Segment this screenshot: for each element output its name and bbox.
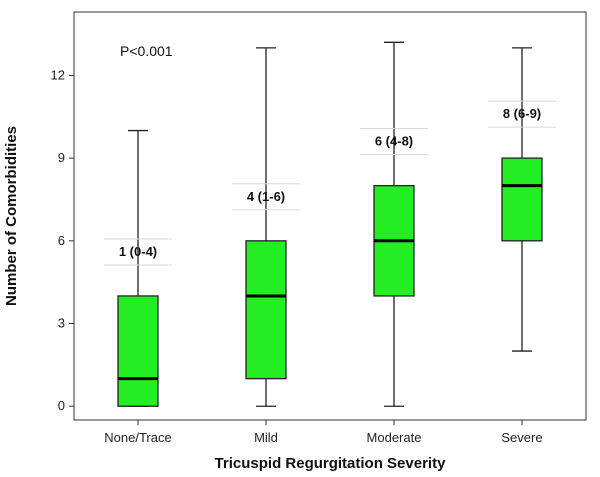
x-axis: None/Trace Mild Moderate Severe bbox=[104, 420, 543, 445]
x-tick-label: Moderate bbox=[367, 430, 422, 445]
box-3: 8 (6-9) bbox=[488, 47, 556, 352]
box-0: 1 (0-4) bbox=[104, 129, 172, 407]
y-tick-label: 12 bbox=[51, 67, 65, 82]
x-tick-label: Severe bbox=[501, 430, 542, 445]
y-tick-label: 0 bbox=[58, 398, 65, 413]
iqr-box bbox=[501, 157, 543, 242]
box-1: 4 (1-6) bbox=[232, 47, 300, 407]
x-tick-label: Mild bbox=[254, 430, 278, 445]
box-data-label: 6 (4-8) bbox=[375, 134, 413, 149]
y-tick-label: 9 bbox=[58, 150, 65, 165]
y-axis: 0 3 6 9 12 bbox=[51, 67, 74, 413]
y-tick-label: 6 bbox=[58, 233, 65, 248]
box-data-label: 1 (0-4) bbox=[119, 244, 157, 259]
y-tick-label: 3 bbox=[58, 316, 65, 331]
y-axis-title: Number of Comorbidities bbox=[3, 126, 20, 306]
box-series: 1 (0-4) 4 (1-6) 6 (4-8) 8 (6-9) bbox=[104, 41, 556, 407]
p-value-annotation: P<0.001 bbox=[120, 43, 173, 59]
x-axis-title: Tricuspid Regurgitation Severity bbox=[215, 455, 447, 472]
x-tick-label: None/Trace bbox=[104, 430, 171, 445]
iqr-box bbox=[117, 295, 159, 407]
iqr-box bbox=[245, 240, 287, 380]
box-2: 6 (4-8) bbox=[360, 41, 428, 407]
box-data-label: 4 (1-6) bbox=[247, 189, 285, 204]
plot-frame bbox=[73, 11, 587, 421]
box-data-label: 8 (6-9) bbox=[503, 106, 541, 121]
